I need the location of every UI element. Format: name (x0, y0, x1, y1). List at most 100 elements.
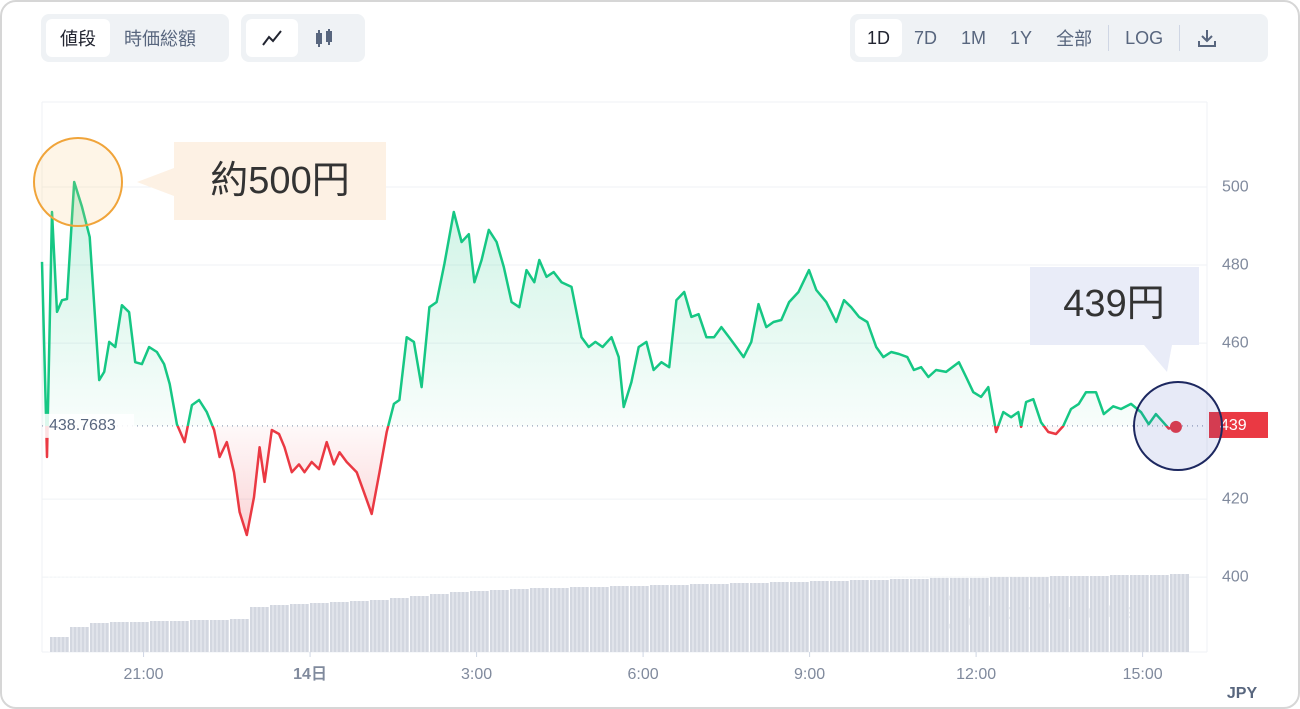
x-tick-label: 9:00 (794, 666, 825, 683)
callout-box (137, 142, 386, 220)
volume-bar (930, 578, 949, 652)
volume-bar (290, 604, 309, 652)
last-point (1169, 420, 1182, 433)
volume-bar (790, 582, 809, 652)
last-price-label: 439 (1220, 417, 1247, 434)
volume-bar (690, 584, 709, 652)
x-tick-label: 12:00 (956, 666, 996, 683)
range-1y[interactable]: 1Y (1010, 27, 1033, 48)
annotation: 439円 (1063, 283, 1164, 325)
annotation: 約500円 (210, 160, 349, 202)
y-tick-label: 480 (1222, 256, 1249, 273)
y-tick-label: 400 (1222, 568, 1249, 585)
line-icon (262, 30, 282, 46)
volume-bar (650, 585, 669, 652)
range-7d[interactable]: 7D (914, 27, 938, 48)
volume-bar (630, 586, 649, 652)
y-tick-label: 460 (1222, 334, 1249, 351)
volume-bar (1030, 577, 1049, 652)
x-tick-label: 14日 (293, 665, 327, 683)
y-tick-label: 500 (1222, 178, 1249, 195)
volume-bar (970, 578, 989, 652)
volume-bar (390, 598, 409, 652)
x-tick-label: 3:00 (461, 666, 492, 683)
separator (1108, 25, 1110, 51)
tab-price[interactable]: 値段 (46, 19, 110, 57)
volume-bar (490, 590, 509, 652)
volume-bar (670, 585, 689, 652)
volume-bar (730, 583, 749, 652)
volume-bar (830, 581, 849, 652)
separator (1179, 25, 1181, 51)
x-tick-label: 21:00 (124, 666, 164, 683)
volume-bar (1070, 576, 1089, 652)
volume-bar (570, 587, 589, 652)
baseline-label: 438.7683 (49, 417, 116, 434)
volume-bar (50, 637, 69, 652)
volume-bar (850, 580, 869, 652)
volume-bar (190, 620, 209, 652)
volume-bar (1110, 575, 1129, 652)
download-button[interactable] (1184, 19, 1230, 57)
volume-bar (430, 594, 449, 652)
volume-bar (610, 586, 629, 652)
volume-bar (410, 596, 429, 652)
volume-bar (510, 589, 529, 652)
volume-bar (450, 592, 469, 652)
volume-bar (370, 600, 389, 652)
chart-style-tabs (241, 14, 365, 62)
log-toggle[interactable]: LOG (1125, 27, 1164, 48)
range-tabs: 1D 7D 1M 1Y 全部 LOG (850, 14, 1268, 62)
range-all[interactable]: 全部 (1056, 29, 1093, 49)
volume-bar (130, 622, 149, 652)
candle-chart-button[interactable] (298, 19, 350, 57)
volume-bar (230, 619, 249, 652)
volume-bar (1130, 575, 1149, 652)
volume-bar (350, 601, 369, 652)
x-tick-label: 15:00 (1123, 666, 1163, 683)
highlight-circle (1133, 381, 1223, 471)
callout-box (1030, 267, 1199, 372)
volume-bar (910, 579, 929, 652)
volume-bar (1050, 576, 1069, 652)
y-tick-label: 420 (1222, 490, 1249, 507)
volume-bar (870, 580, 889, 652)
volume-bar (470, 591, 489, 652)
volume-bar (70, 627, 89, 652)
metric-tabs: 値段 時価総額 (41, 14, 229, 62)
volume-bar (1010, 577, 1029, 652)
volume-bar (1090, 576, 1109, 652)
volume-bar (310, 603, 329, 652)
last-price-tag (1209, 411, 1268, 438)
volume-bar (710, 584, 729, 652)
range-1d[interactable]: 1D (855, 19, 903, 57)
volume-bar (210, 620, 229, 652)
volume-bar (150, 621, 169, 652)
highlight-circle (33, 137, 123, 227)
volume-bar (550, 588, 569, 652)
volume-bar (810, 581, 829, 652)
candle-icon (316, 29, 332, 47)
price-line (40, 180, 1177, 537)
volume-bar (1170, 574, 1189, 652)
volume-bar (530, 588, 549, 652)
volume-bar (170, 621, 189, 652)
volume-bar (890, 579, 909, 652)
volume-bar (110, 622, 129, 652)
volume-bar (950, 578, 969, 652)
range-1m[interactable]: 1M (961, 27, 987, 48)
download-icon (1198, 30, 1217, 47)
volume-bar (270, 605, 289, 652)
price-area (42, 182, 1176, 535)
volume-bar (330, 602, 349, 652)
baseline-label-bg (44, 413, 134, 438)
volume-bar (250, 607, 269, 652)
volume-bar (1150, 575, 1169, 652)
volume-bar (590, 587, 609, 652)
line-chart-button[interactable] (246, 19, 298, 57)
volume-bar (750, 583, 769, 652)
currency-label: JPY (1227, 685, 1258, 702)
tab-market-cap[interactable]: 時価総額 (124, 29, 196, 49)
volume-bar (770, 582, 789, 652)
